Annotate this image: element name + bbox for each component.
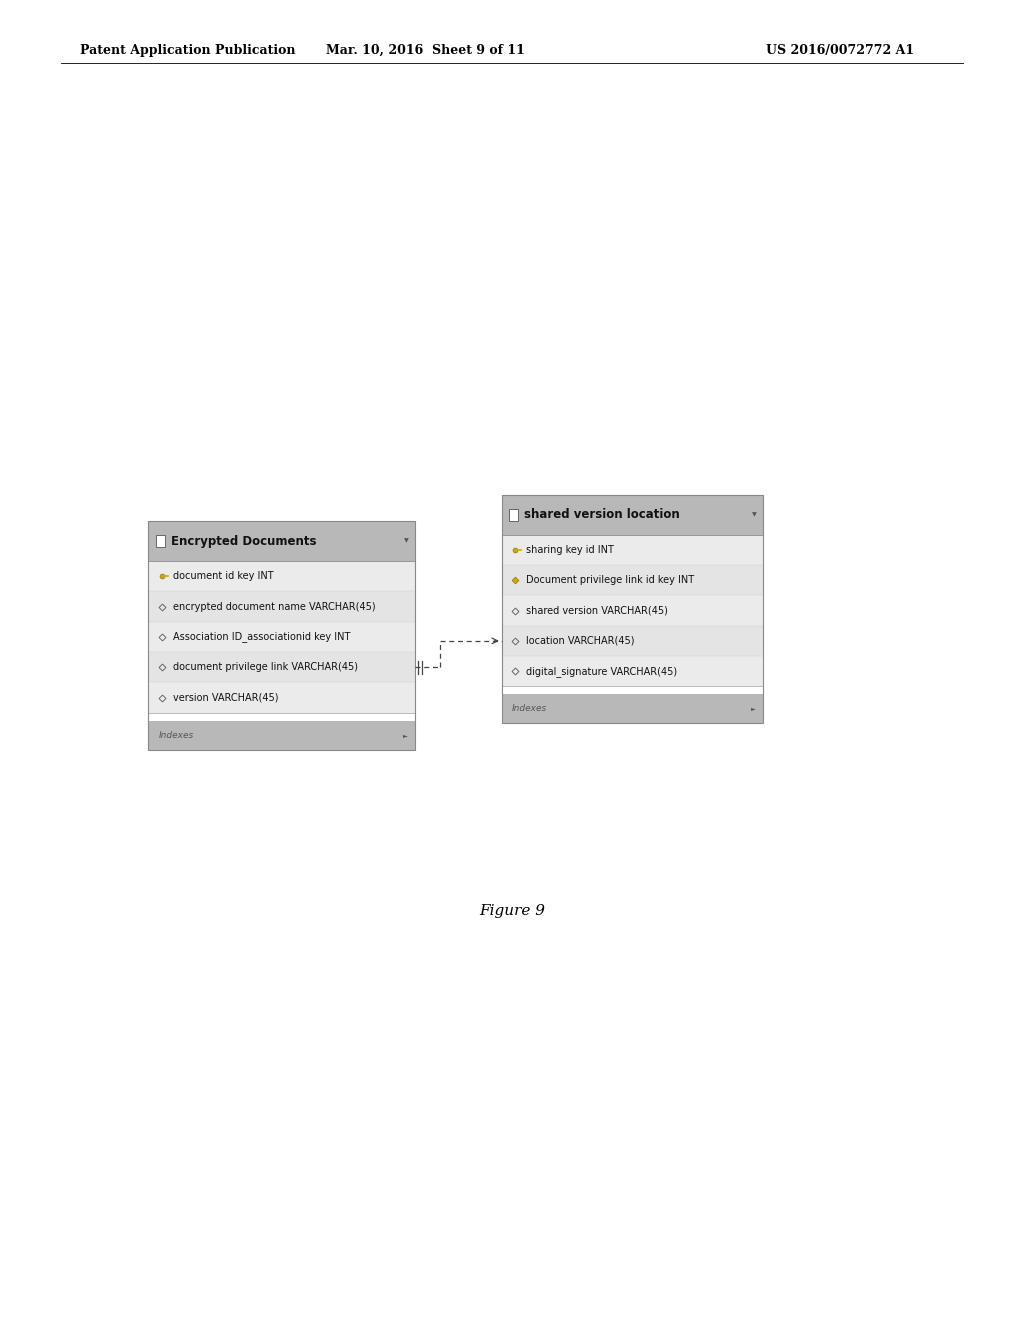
Bar	[502, 495, 763, 535]
Text: Document privilege link id key INT: Document privilege link id key INT	[526, 576, 694, 585]
Bar	[148, 682, 415, 713]
Bar	[148, 652, 415, 682]
Text: encrypted document name VARCHAR(45): encrypted document name VARCHAR(45)	[173, 602, 376, 611]
Bar	[502, 626, 763, 656]
Text: shared version VARCHAR(45): shared version VARCHAR(45)	[526, 606, 669, 615]
Text: document id key INT: document id key INT	[173, 572, 273, 581]
Bar	[148, 521, 415, 750]
Text: location VARCHAR(45): location VARCHAR(45)	[526, 636, 635, 645]
Text: ►: ►	[752, 706, 756, 711]
Bar	[502, 495, 763, 723]
Text: sharing key id INT: sharing key id INT	[526, 545, 614, 554]
Text: Encrypted Documents: Encrypted Documents	[171, 535, 316, 548]
Bar	[502, 595, 763, 626]
Bar	[148, 622, 415, 652]
Text: digital_signature VARCHAR(45): digital_signature VARCHAR(45)	[526, 665, 678, 677]
Text: Figure 9: Figure 9	[479, 904, 545, 917]
Text: Mar. 10, 2016  Sheet 9 of 11: Mar. 10, 2016 Sheet 9 of 11	[326, 44, 524, 57]
Text: version VARCHAR(45): version VARCHAR(45)	[173, 693, 279, 702]
Bar	[148, 561, 415, 591]
Bar	[502, 565, 763, 595]
Bar	[502, 535, 763, 565]
Text: Indexes: Indexes	[512, 705, 547, 713]
Bar	[502, 535, 763, 686]
Text: Patent Application Publication: Patent Application Publication	[80, 44, 295, 57]
Bar	[148, 561, 415, 713]
Text: ▼: ▼	[404, 539, 409, 544]
Text: shared version location: shared version location	[524, 508, 680, 521]
Bar	[509, 510, 518, 521]
Bar	[148, 591, 415, 622]
Bar	[148, 521, 415, 561]
Text: ▼: ▼	[753, 512, 757, 517]
Text: ►: ►	[403, 733, 408, 738]
Bar	[156, 536, 165, 548]
Text: Indexes: Indexes	[159, 731, 194, 739]
Text: document privilege link VARCHAR(45): document privilege link VARCHAR(45)	[173, 663, 358, 672]
Bar	[502, 694, 763, 723]
Text: US 2016/0072772 A1: US 2016/0072772 A1	[766, 44, 913, 57]
Bar	[502, 656, 763, 686]
Bar	[148, 721, 415, 750]
Text: Association ID_associationid key INT: Association ID_associationid key INT	[173, 631, 350, 643]
